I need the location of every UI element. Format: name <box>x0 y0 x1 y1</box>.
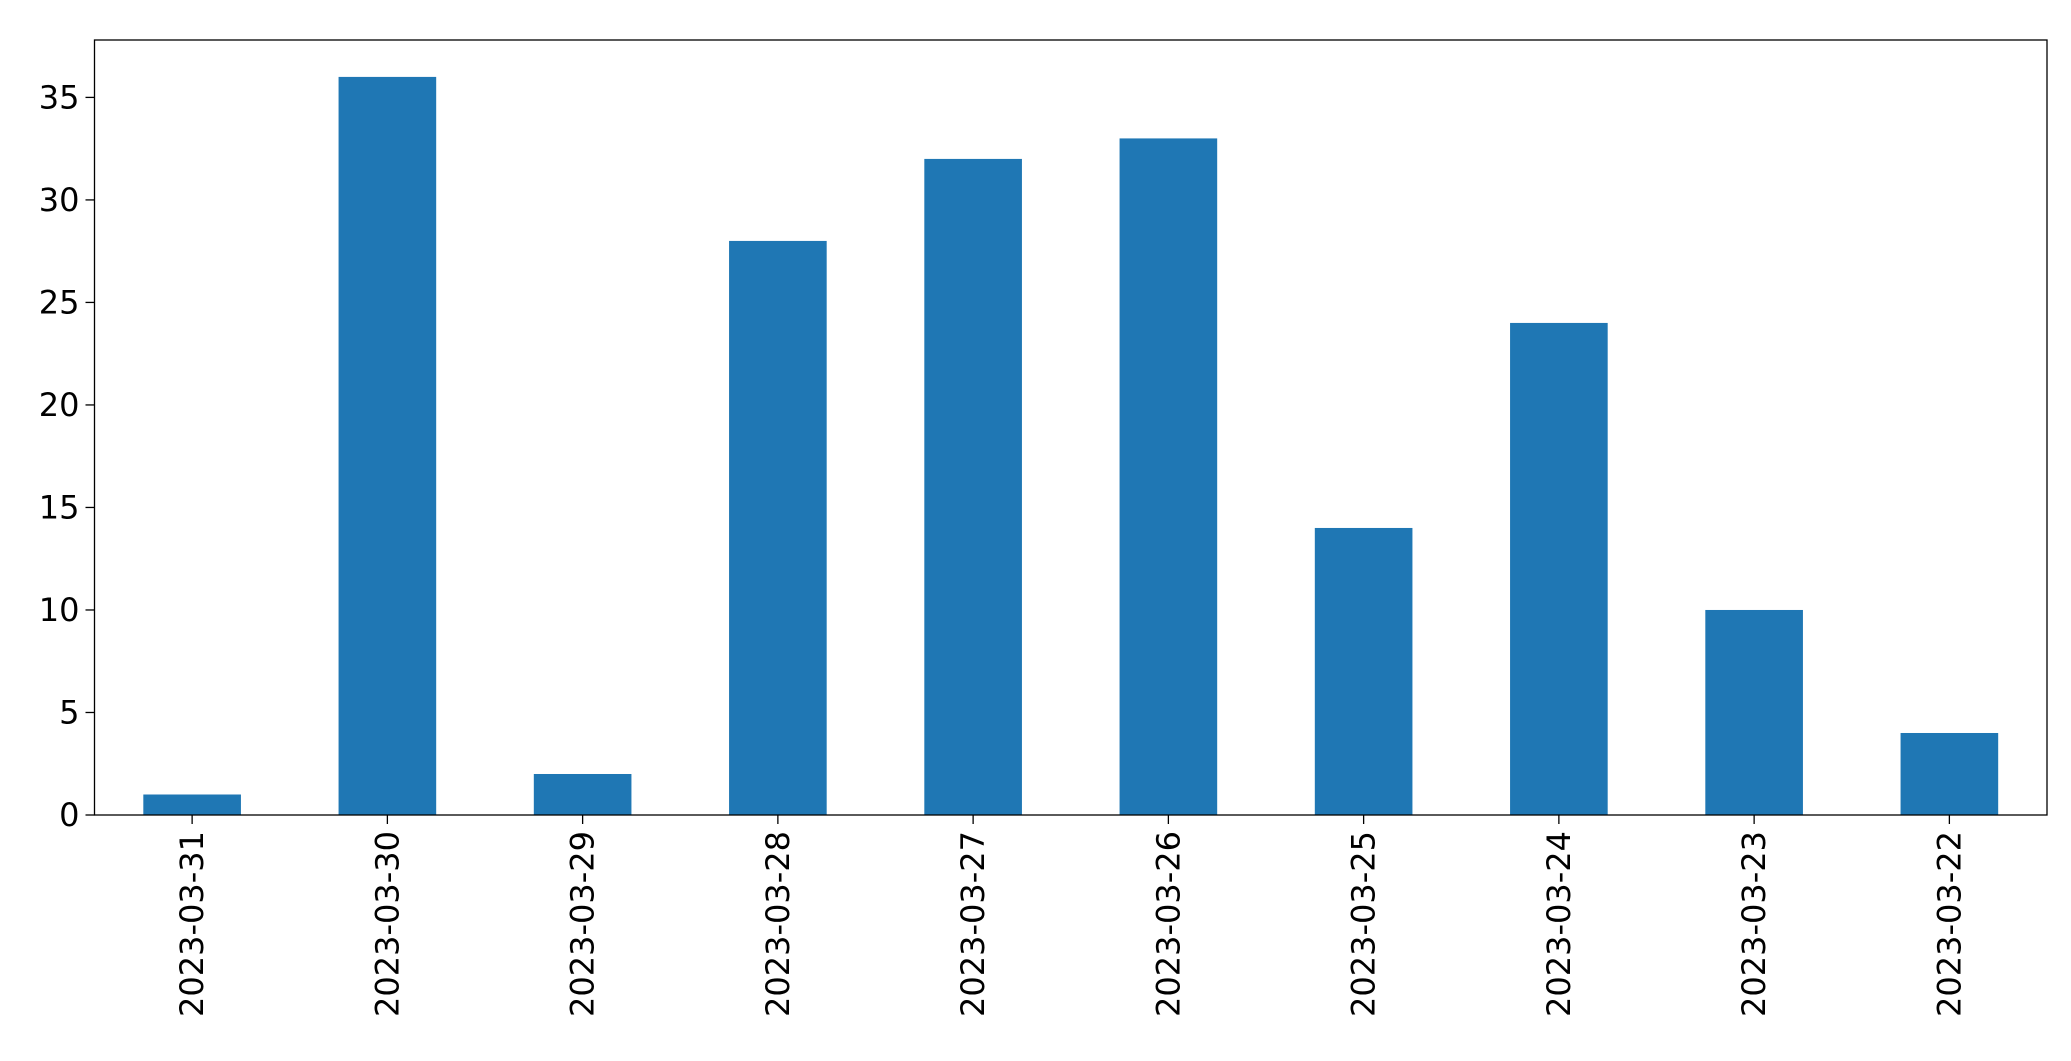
y-tick-label: 10 <box>39 591 80 629</box>
y-tick-label: 30 <box>39 181 80 219</box>
x-tick-label: 2023-03-23 <box>1735 831 1773 1017</box>
bar <box>1314 527 1413 815</box>
bar <box>1705 609 1803 815</box>
x-tick-label: 2023-03-31 <box>173 831 211 1017</box>
plot-frame <box>93 39 2048 816</box>
x-tick-label: 2023-03-28 <box>759 831 797 1017</box>
bar <box>143 794 241 815</box>
x-tick-label: 2023-03-25 <box>1345 831 1383 1017</box>
x-tick-label: 2023-03-27 <box>954 831 992 1017</box>
y-tick-label: 5 <box>59 693 79 731</box>
bar <box>1510 322 1608 815</box>
x-tick-label: 2023-03-29 <box>564 831 602 1017</box>
bar <box>533 773 632 815</box>
bar <box>729 240 827 816</box>
bar <box>1900 732 1999 815</box>
y-tick-label: 35 <box>39 78 80 116</box>
bar <box>338 76 437 815</box>
x-tick-label: 2023-03-30 <box>368 831 406 1017</box>
y-tick-label: 20 <box>39 386 80 424</box>
x-tick-label: 2023-03-24 <box>1540 831 1578 1017</box>
y-tick-label: 25 <box>39 283 80 321</box>
y-tick-label: 15 <box>39 488 80 526</box>
y-tick-label: 0 <box>59 796 79 834</box>
x-tick-label: 2023-03-26 <box>1149 831 1187 1017</box>
bar <box>924 158 1022 815</box>
x-tick-label: 2023-03-22 <box>1930 831 1968 1017</box>
bar <box>1119 138 1218 815</box>
